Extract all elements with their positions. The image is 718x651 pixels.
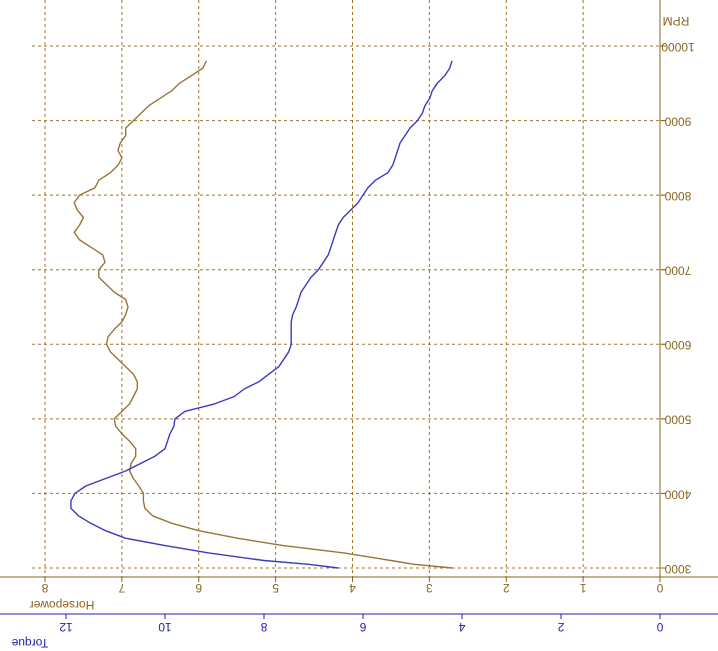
hp-tick-label: 6 [195, 581, 202, 595]
rpm-tick-label: 5000 [664, 413, 691, 427]
torque-axis-label: Torque [11, 636, 48, 650]
torque-tick-label: 6 [359, 620, 366, 634]
hp-tick-label: 3 [426, 581, 433, 595]
hp-tick-label: 1 [579, 581, 586, 595]
torque-tick-label: 0 [656, 620, 663, 634]
rpm-tick-label: 10000 [661, 40, 695, 54]
horsepower-line [73, 60, 453, 569]
series [70, 60, 453, 569]
rpm-tick-label: 8000 [664, 189, 691, 203]
torque-tick-label: 2 [557, 620, 564, 634]
torque-line [70, 60, 453, 569]
axes [0, 0, 718, 619]
hp-tick-label: 5 [272, 581, 279, 595]
rpm-tick-label: 3000 [664, 562, 691, 576]
hp-tick-label: 8 [41, 581, 48, 595]
hp-tick-label: 0 [656, 581, 663, 595]
hp-tick-label: 2 [503, 581, 510, 595]
hp-axis-label: Horsepower [30, 598, 95, 612]
labels: 300040005000600070008000900010000RPM0123… [11, 14, 694, 650]
hp-tick-label: 7 [118, 581, 125, 595]
rpm-tick-label: 6000 [664, 338, 691, 352]
torque-tick-label: 12 [59, 620, 73, 634]
rpm-tick-label: 9000 [664, 114, 691, 128]
rpm-tick-label: 4000 [664, 487, 691, 501]
torque-tick-label: 8 [260, 620, 267, 634]
rpm-tick-label: 7000 [664, 264, 691, 278]
torque-tick-label: 10 [158, 620, 172, 634]
torque-tick-label: 4 [458, 620, 465, 634]
rpm-axis-label: RPM [663, 14, 690, 28]
hp-tick-label: 4 [349, 581, 356, 595]
